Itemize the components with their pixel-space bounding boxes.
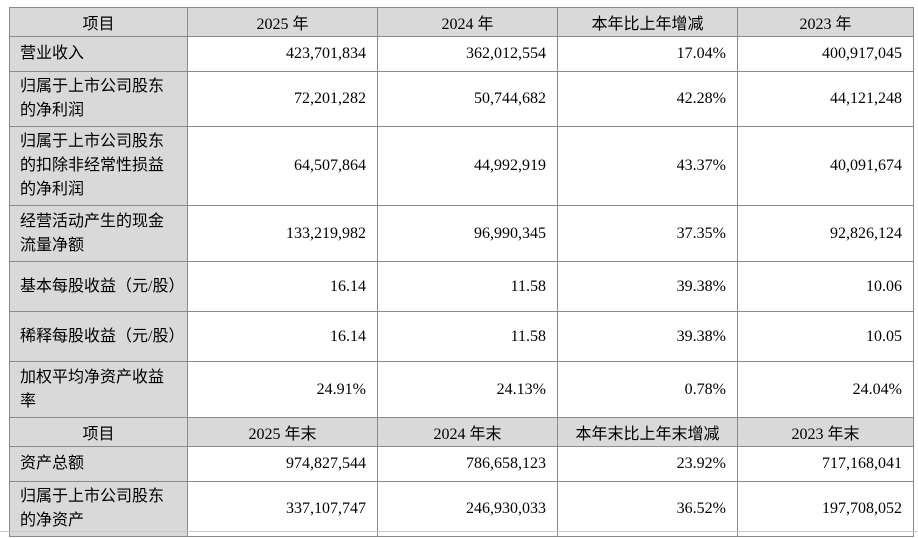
cell-value: 362,012,554 [377, 36, 558, 72]
cell-value: 42.28% [557, 71, 738, 127]
cell-value: 24.91% [187, 361, 378, 418]
cell-value: 39.38% [557, 261, 738, 312]
cell-value: 64,507,864 [187, 126, 378, 206]
column-header: 2025 年末 [187, 417, 378, 447]
column-header: 2025 年 [187, 7, 378, 37]
cell-value: 44,121,248 [737, 71, 914, 127]
cell-value: 133,219,982 [187, 205, 378, 262]
table-row: 经营活动产生的现金流量净额 133,219,982 96,990,345 37.35%… [9, 205, 914, 262]
table-row: 基本每股收益（元/股） 16.14 11.58 39.38% 10.06 [9, 261, 914, 312]
table-row: 归属于上市公司股东的净利润 72,201,282 50,744,682 42.28% 4… [9, 71, 914, 127]
page-bottom-divider [0, 531, 918, 532]
cell-value: 72,201,282 [187, 71, 378, 127]
cell-value: 786,658,123 [377, 446, 558, 482]
row-label: 基本每股收益（元/股） [9, 261, 188, 312]
cell-value: 17.04% [557, 36, 738, 72]
row-label: 归属于上市公司股东的净资产 [9, 481, 188, 537]
cell-value: 24.04% [737, 361, 914, 418]
cell-value: 40,091,674 [737, 126, 914, 206]
cell-value: 50,744,682 [377, 71, 558, 127]
cell-value: 23.92% [557, 446, 738, 482]
financial-summary-table: 项目 2025 年 2024 年本年比上年增减 2023 年营业收入 423,701,8… [9, 7, 914, 537]
row-label: 资产总额 [9, 446, 188, 482]
cell-value: 36.52% [557, 481, 738, 537]
column-header: 2024 年末 [377, 417, 558, 447]
column-header: 2023 年 [737, 7, 914, 37]
cell-value: 43.37% [557, 126, 738, 206]
table-row: 加权平均净资产收益率 24.91% 24.13% 0.78% 24.04% [9, 361, 914, 418]
cell-value: 44,992,919 [377, 126, 558, 206]
cell-value: 16.14 [187, 311, 378, 362]
table-row: 归属于上市公司股东的扣除非经常性损益的净利润 64,507,864 44,992,9… [9, 126, 914, 206]
cell-value: 974,827,544 [187, 446, 378, 482]
row-label: 营业收入 [9, 36, 188, 72]
section-2-header-row: 项目 2025 年末 2024 年末 本年末比上年末增减 2023 年末 [9, 417, 914, 447]
cell-value: 0.78% [557, 361, 738, 418]
cell-value: 10.05 [737, 311, 914, 362]
cell-value: 400,917,045 [737, 36, 914, 72]
cell-value: 16.14 [187, 261, 378, 312]
cell-value: 96,990,345 [377, 205, 558, 262]
cell-value: 423,701,834 [187, 36, 378, 72]
column-header: 本年末比上年末增减 [557, 417, 738, 447]
row-label: 归属于上市公司股东的扣除非经常性损益的净利润 [9, 126, 188, 206]
cell-value: 92,826,124 [737, 205, 914, 262]
table-row: 归属于上市公司股东的净资产 337,107,747 246,930,033 36.52… [9, 481, 914, 537]
row-label: 加权平均净资产收益率 [9, 361, 188, 418]
cell-value: 39.38% [557, 311, 738, 362]
cell-value: 11.58 [377, 311, 558, 362]
column-header: 项目 [9, 7, 188, 37]
row-label: 经营活动产生的现金流量净额 [9, 205, 188, 262]
table-row: 稀释每股收益（元/股） 16.14 11.58 39.38% 10.05 [9, 311, 914, 362]
cell-value: 337,107,747 [187, 481, 378, 537]
row-label: 归属于上市公司股东的净利润 [9, 71, 188, 127]
column-header: 项目 [9, 417, 188, 447]
cell-value: 24.13% [377, 361, 558, 418]
cell-value: 197,708,052 [737, 481, 914, 537]
column-header: 2024 年 [377, 7, 558, 37]
column-header: 本年比上年增减 [557, 7, 738, 37]
cell-value: 717,168,041 [737, 446, 914, 482]
column-header: 2023 年末 [737, 417, 914, 447]
cell-value: 11.58 [377, 261, 558, 312]
cell-value: 246,930,033 [377, 481, 558, 537]
row-label: 稀释每股收益（元/股） [9, 311, 188, 362]
table-row: 营业收入 423,701,834 362,012,554 17.04% 400,917,… [9, 36, 914, 72]
cell-value: 10.06 [737, 261, 914, 312]
cell-value: 37.35% [557, 205, 738, 262]
section-1-header-row: 项目 2025 年 2024 年本年比上年增减 2023 年 [9, 7, 914, 37]
table-row: 资产总额 974,827,544 786,658,123 23.92% 717,168,… [9, 446, 914, 482]
